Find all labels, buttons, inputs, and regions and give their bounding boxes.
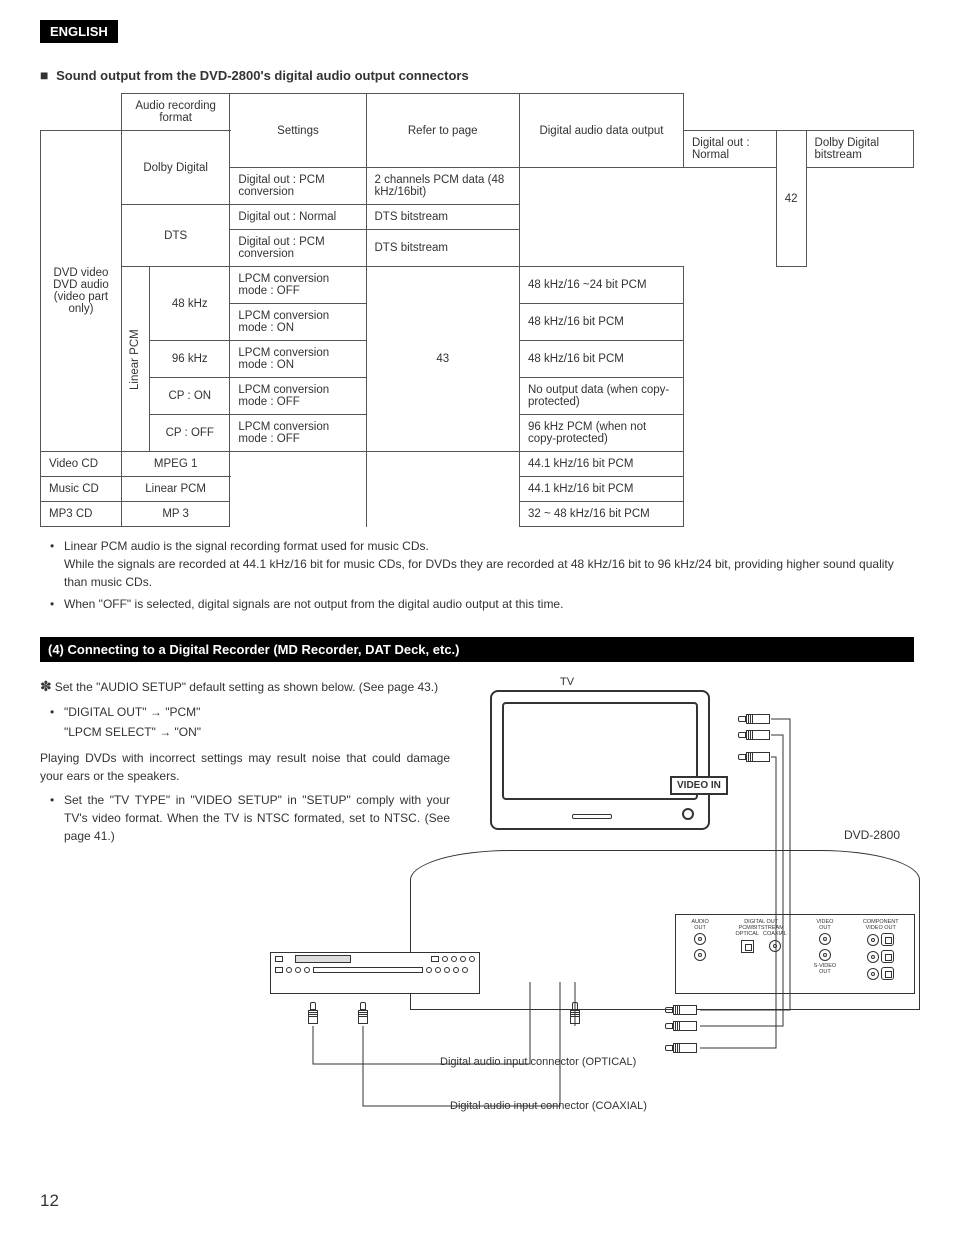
plug-icon	[665, 1043, 697, 1053]
star-icon: ✽	[40, 678, 52, 694]
plug-icon	[308, 1002, 318, 1024]
audio-output-table: Audio recording format Settings Refer to…	[40, 93, 914, 527]
cell-o-44b: 44.1 kHz/16 bit PCM	[519, 477, 683, 502]
instr-b1b: "LPCM SELECT" → "ON"	[50, 723, 450, 741]
th-format: Audio recording format	[121, 94, 230, 131]
cell-dts: DTS	[121, 205, 230, 267]
cell-s-lon1: LPCM conversion mode : ON	[230, 304, 366, 341]
cell-lpcm: Linear PCM	[121, 477, 230, 502]
cell-o-4816b: 48 kHz/16 bit PCM	[519, 341, 683, 378]
note-1: Linear PCM audio is the signal recording…	[50, 537, 914, 591]
dvd-label: DVD-2800	[844, 828, 900, 842]
cell-96k: 96 kHz	[150, 341, 230, 378]
front-panel-icon	[270, 952, 480, 994]
language-tag: ENGLISH	[40, 20, 118, 43]
cell-o-p96: 96 kHz PCM (when not copy-protected)	[519, 415, 683, 452]
cell-cpon: CP : ON	[150, 378, 230, 415]
bp-video: VIDEO OUT	[814, 920, 837, 931]
cell-mcd: Music CD	[41, 477, 122, 502]
cell-s-lon2: LPCM conversion mode : ON	[230, 341, 366, 378]
instructions-column: ✽Set the "AUDIO SETUP" default setting a…	[40, 676, 450, 1156]
th-page: Refer to page	[366, 94, 519, 168]
cell-o-4824: 48 kHz/16 ~24 bit PCM	[519, 267, 683, 304]
plug-icon	[738, 714, 770, 724]
connection-diagram: TV VIDEO IN DVD-2800 AUDIO OUT	[470, 676, 910, 1156]
plug-icon	[570, 1002, 580, 1024]
cell-s-dp1: Digital out : PCM conversion	[230, 168, 366, 205]
cell-o-dd: Dolby Digital bitstream	[806, 131, 913, 168]
plug-icon	[665, 1005, 697, 1015]
tv-label: TV	[560, 676, 574, 688]
tv-icon	[490, 690, 710, 830]
instr-b2: Set the "TV TYPE" in "VIDEO SETUP" in "S…	[50, 791, 450, 845]
plug-icon	[665, 1021, 697, 1031]
bp-comp: COMPONENT VIDEO OUT	[863, 920, 899, 931]
table-notes: Linear PCM audio is the signal recording…	[40, 537, 914, 613]
cell-o-44a: 44.1 kHz/16 bit PCM	[519, 452, 683, 477]
cell-o-dts2: DTS bitstream	[366, 230, 519, 267]
cell-mp3f: MP 3	[121, 502, 230, 527]
cell-p42: 42	[776, 131, 806, 267]
back-panel: AUDIO OUT DIGITAL OUT PCM/BITSTREAM OPTI…	[675, 914, 915, 994]
cell-s-loff3: LPCM conversion mode : OFF	[230, 415, 366, 452]
square-bullet-icon: ■	[40, 67, 48, 83]
plug-icon	[738, 730, 770, 740]
bp-optical: OPTICAL	[735, 932, 759, 938]
cell-o-4816a: 48 kHz/16 bit PCM	[519, 304, 683, 341]
cell-dolby: Dolby Digital	[121, 131, 230, 205]
cell-o-nocp: No output data (when copy-protected)	[519, 378, 683, 415]
cell-vcd: Video CD	[41, 452, 122, 477]
cell-dvd-main: DVD video DVD audio (video part only)	[41, 131, 122, 452]
cell-mpeg1: MPEG 1	[121, 452, 230, 477]
cell-mp3: MP3 CD	[41, 502, 122, 527]
section2-title: (4) Connecting to a Digital Recorder (MD…	[40, 637, 914, 662]
th-output: Digital audio data output	[519, 94, 683, 168]
coaxial-label: Digital audio input connector (COAXIAL)	[450, 1100, 647, 1112]
instr-star: Set the "AUDIO SETUP" default setting as…	[55, 680, 438, 694]
cell-s-loff1: LPCM conversion mode : OFF	[230, 267, 366, 304]
cell-lpcm-vert: Linear PCM	[121, 267, 149, 452]
plug-icon	[738, 752, 770, 762]
note-2: When "OFF" is selected, digital signals …	[50, 595, 914, 613]
cell-s-loff2: LPCM conversion mode : OFF	[230, 378, 366, 415]
optical-label: Digital audio input connector (OPTICAL)	[440, 1056, 636, 1068]
cell-cpoff: CP : OFF	[150, 415, 230, 452]
cell-o-pcm2: 2 channels PCM data (48 kHz/16bit)	[366, 168, 519, 205]
video-in-label: VIDEO IN	[670, 776, 728, 795]
bp-coaxial: COAXIAL	[763, 932, 787, 938]
cell-s-dn1: Digital out : Normal	[683, 131, 776, 168]
section1-title-text: Sound output from the DVD-2800's digital…	[56, 68, 469, 83]
bp-audio: AUDIO OUT	[691, 920, 708, 931]
th-settings: Settings	[230, 94, 366, 168]
cell-s-dp2: Digital out : PCM conversion	[230, 230, 366, 267]
bp-svideo: S-VIDEO OUT	[814, 964, 837, 975]
cell-p43: 43	[366, 267, 519, 452]
instr-b1: "DIGITAL OUT" → "PCM"	[50, 703, 450, 721]
instr-warn: Playing DVDs with incorrect settings may…	[40, 749, 450, 785]
cell-48k: 48 kHz	[150, 267, 230, 341]
cell-o-32: 32 ~ 48 kHz/16 bit PCM	[519, 502, 683, 527]
cell-s-dn2: Digital out : Normal	[230, 205, 366, 230]
page-number: 12	[40, 1191, 59, 1211]
bp-digital: DIGITAL OUT PCM/BITSTREAM	[735, 920, 786, 931]
section1-title: ■ Sound output from the DVD-2800's digit…	[40, 67, 914, 83]
cell-o-dts1: DTS bitstream	[366, 205, 519, 230]
plug-icon	[358, 1002, 368, 1024]
